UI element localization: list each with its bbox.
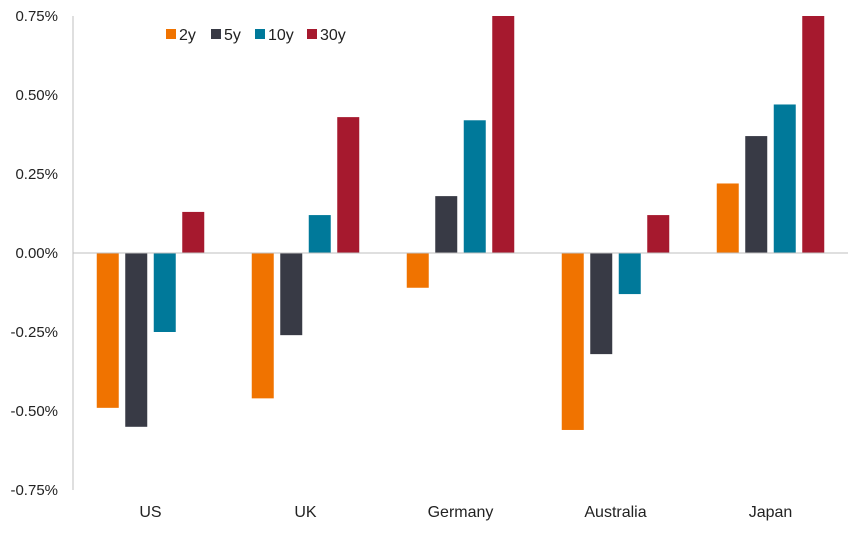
y-tick-label: 0.25%	[15, 166, 58, 183]
bar-australia-5y	[590, 253, 613, 355]
y-tick-label: 0.50%	[15, 87, 58, 104]
bar-us-30y	[182, 211, 205, 253]
legend-label-5y: 5y	[224, 27, 241, 44]
y-tick-label: -0.25%	[10, 324, 58, 341]
category-label: Australia	[584, 504, 646, 521]
legend-label-2y: 2y	[179, 27, 196, 44]
y-tick-label: -0.75%	[10, 482, 58, 499]
bar-japan-5y	[745, 136, 768, 253]
bar-australia-30y	[647, 215, 670, 253]
bar-australia-2y	[561, 253, 584, 430]
category-label: Germany	[428, 504, 494, 521]
bar-australia-10y	[618, 253, 641, 295]
legend-label-10y: 10y	[268, 27, 294, 44]
bar-japan-10y	[773, 104, 796, 253]
y-tick-label: 0.75%	[15, 8, 58, 25]
category-label: UK	[294, 504, 317, 521]
x-axis: US UK Germany Australia Japan	[73, 252, 848, 521]
y-tick-label: -0.50%	[10, 403, 58, 420]
bar-japan-2y	[716, 183, 739, 253]
legend-swatch-5y	[211, 29, 221, 39]
bar-germany-2y	[406, 253, 429, 288]
bar-us-5y	[125, 253, 148, 427]
bar-us-10y	[153, 253, 176, 332]
bar-uk-2y	[251, 253, 274, 399]
legend-swatch-30y	[307, 29, 317, 39]
category-label: US	[139, 504, 161, 521]
bar-germany-5y	[435, 196, 458, 253]
legend-swatch-10y	[255, 29, 265, 39]
bar-germany-10y	[463, 120, 486, 253]
legend: 2y 5y 10y 30y	[166, 27, 346, 44]
y-tick-label: 0.00%	[15, 245, 58, 262]
bar-japan-30y	[802, 16, 825, 253]
bar-us-2y	[96, 253, 119, 408]
bar-uk-30y	[337, 117, 360, 254]
legend-label-30y: 30y	[320, 27, 346, 44]
bar-germany-30y	[492, 16, 515, 253]
bar-uk-10y	[308, 215, 331, 253]
bars-group	[96, 16, 825, 430]
bar-uk-5y	[280, 253, 303, 336]
y-axis: 0.75% 0.50% 0.25% 0.00% -0.25% -0.50% -0.75%	[10, 8, 74, 499]
legend-swatch-2y	[166, 29, 176, 39]
category-label: Japan	[749, 504, 793, 521]
